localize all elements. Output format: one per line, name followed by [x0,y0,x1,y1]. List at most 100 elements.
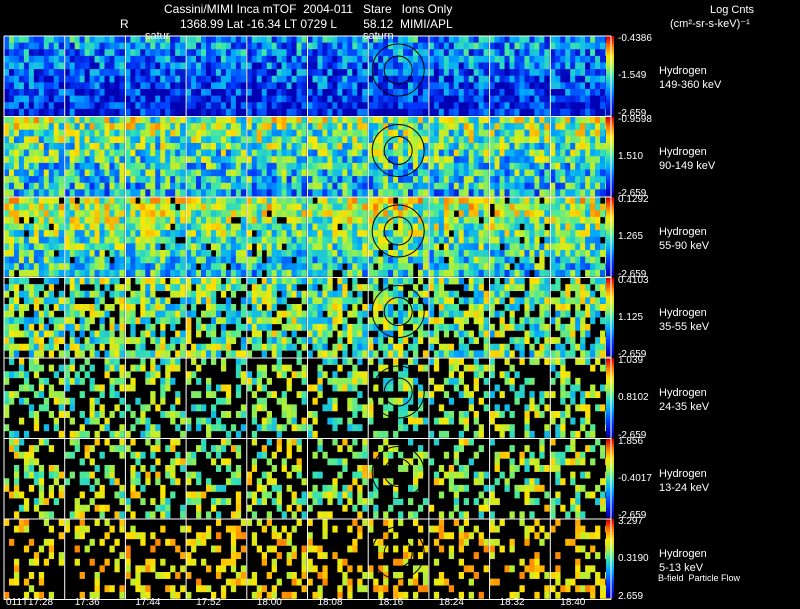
panel-image [307,358,368,438]
colorbar [606,36,614,115]
saturn-outline [383,377,413,407]
panel-image [368,358,429,438]
saturn-outline [383,55,413,85]
panel-image [246,358,307,438]
time-label: 17:36 [74,597,100,608]
panel-image [368,277,429,358]
time-label: 18:24 [438,597,464,608]
colorbar-tick-label: -2.659 [618,188,647,199]
panel-image [64,197,125,277]
panel-image [307,438,368,519]
row-species: Hydrogen [659,65,707,77]
time-label: 18:16 [378,597,404,608]
colorbar-tick-label: 0.1292 [618,194,649,205]
colorbar [606,116,614,196]
colorbar-tick-label: 1.125 [618,311,644,323]
panel-image [368,197,429,277]
panel-image [368,438,429,519]
row-species: Hydrogen [659,145,707,158]
panel-image [186,438,242,519]
row-energy: 55-90 keV [659,240,710,252]
panel-image [550,116,611,197]
row-energy: 13-24 keV [659,481,710,494]
row-energy: 5-13 keV [659,562,704,574]
row-energy: 149-360 keV [659,79,722,91]
colorbar [606,277,614,357]
panel-image [125,36,186,116]
panel-image [246,438,307,519]
panel-image [489,519,550,599]
panel-image [307,277,368,358]
saturn-outline [371,204,425,258]
panel-image [186,116,247,197]
panel-image [550,438,611,519]
panel-image [428,438,489,519]
saturn-outline [371,526,425,580]
saturn-label: saturn [363,30,394,42]
saturn-outline [383,458,413,487]
colorbar-tick-label: -1.549 [618,70,647,81]
colorbar-tick-label: 1.039 [618,355,644,366]
panel-image [4,358,64,438]
colorbar-tick-label: -2.659 [618,510,647,521]
saturn-outline [371,43,425,97]
header-r-label: R [120,17,129,31]
panel-image [368,519,429,599]
panel-image [246,36,307,116]
panel-image [246,197,307,277]
panel-image [307,36,368,116]
panel-image [186,277,247,358]
time-label: 17:52 [196,597,222,608]
colorbar-tick-label: 0.8102 [618,392,649,403]
colorbar [606,358,614,437]
panel-image [550,277,611,358]
panel-image [64,358,125,438]
row-species: Hydrogen [659,226,707,238]
panel-image [246,519,307,599]
panel-image [125,197,186,277]
colorbar-tick-label: -0.4386 [618,33,652,44]
panel-image [4,36,64,116]
panel-image [428,519,489,599]
panel-image [550,197,611,277]
time-label: 18:08 [317,597,343,608]
panel-image [64,116,125,197]
panel-image [186,358,247,438]
panel-image [4,277,64,358]
panel-image [64,36,125,116]
colorbar-tick-label: 1.856 [618,435,644,447]
panel-image [125,358,186,438]
panel-image [307,197,368,277]
panel-image [125,116,186,197]
time-label: 011T17:28 [6,597,54,608]
panel-image [4,519,64,599]
panel-image [428,197,489,277]
panel-image [307,519,368,599]
row-species: Hydrogen [659,548,707,560]
colorbar-tick-label: -2.659 [618,268,647,280]
saturn-outline [383,297,413,326]
panel-image [125,438,186,519]
row-species: Hydrogen [659,306,707,319]
colorbar-tick-label: -2.659 [618,107,647,119]
colorbar-tick-label: -0.4017 [618,472,652,484]
colorbar-tick-label: -2.659 [618,349,647,360]
panel-image [246,277,307,358]
panel-image [246,116,307,197]
panel-image [125,525,186,599]
colorbar-tick-label: 2.659 [618,590,644,602]
panel-image [64,519,125,599]
panel-image [550,519,611,599]
panel-image [64,277,125,358]
footer-note: B-field Particle Flow [658,573,741,583]
colorbar-tick-label: 0.3190 [618,553,649,564]
row-energy: 24-35 keV [659,401,710,413]
panel-image [550,358,611,438]
colorbar-tick-label: -0.9598 [618,113,652,125]
panel-image [428,358,489,438]
units-label: (cm²-sr-s-keV)⁻¹ [670,18,750,30]
saturn-outline [371,446,425,499]
time-label: 18:00 [256,597,282,608]
colorbar [606,519,614,598]
